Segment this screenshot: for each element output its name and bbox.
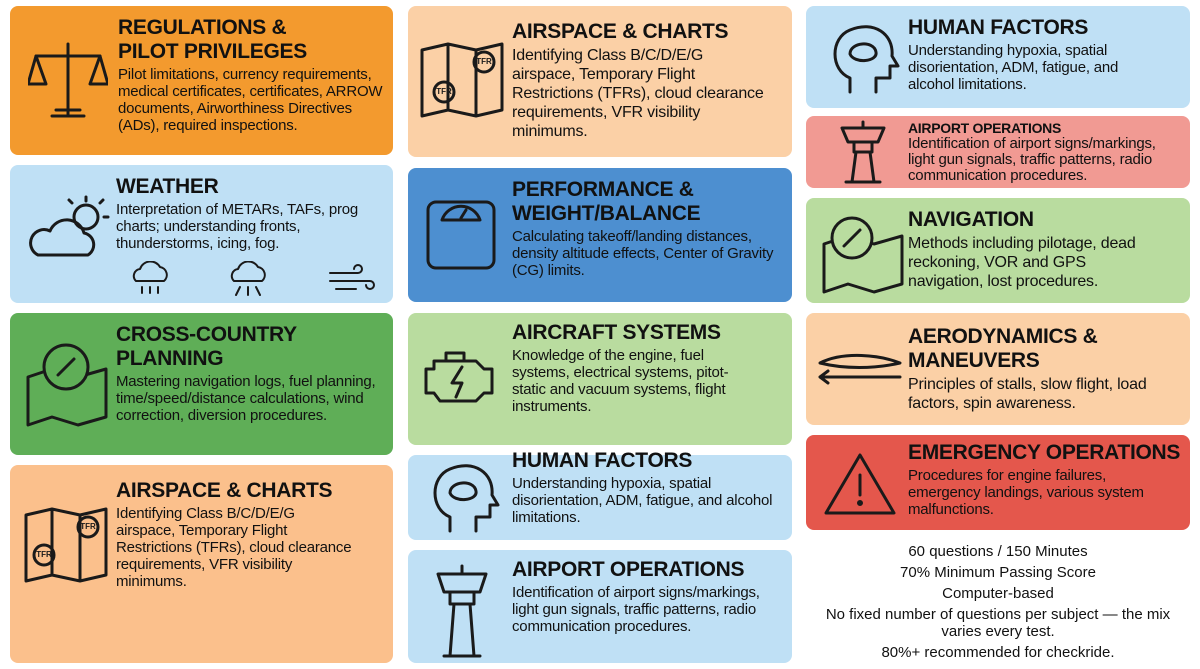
icon-compass-map [822, 216, 904, 294]
info-line: 60 questions / 150 Minutes [908, 543, 1088, 560]
icon-tower [436, 564, 488, 658]
icon-label: TFR [476, 57, 492, 66]
icon-weather-row [132, 261, 375, 296]
card: TFR TFR AIRSPACE & CHARTS Identifying Clas… [10, 465, 393, 663]
icon-scales [28, 42, 108, 118]
card: WEATHER Interpretation of METARs, TAFs, p… [10, 165, 393, 303]
icon-map: TFR TFR [24, 507, 108, 583]
card-title: AIRPORT OPERATIONS [908, 120, 1062, 136]
icon-tower [840, 120, 886, 184]
icon-map: TFR TFR [420, 42, 504, 118]
info-line: Computer-based [942, 585, 1054, 602]
card-title: AIRSPACE & CHARTS [512, 20, 729, 43]
card-title: CROSS-COUNTRY PLANNING [116, 323, 297, 370]
card-body: Understanding hypoxia, spatial disorient… [512, 475, 773, 526]
icon-scale [426, 200, 496, 270]
card-title: WEATHER [116, 175, 219, 198]
card: AERODYNAMICS & MANEUVERS Principles of st… [806, 313, 1190, 425]
exam-info: 60 questions / 150 Minutes 70% Minimum P… [806, 541, 1190, 663]
icon-head [433, 464, 500, 533]
card: PERFORMANCE & WEIGHT/BALANCE Calculating … [408, 168, 792, 302]
card-body: Pilot limitations, currency requirements… [118, 66, 383, 134]
icon-label: TFR [436, 87, 452, 96]
card-body: Identifying Class B/C/D/E/G airspace, Te… [512, 47, 764, 140]
card: NAVIGATION Methods including pilotage, de… [806, 198, 1190, 303]
card-title: AIRPORT OPERATIONS [512, 558, 745, 581]
card-title: AIRSPACE & CHARTS [116, 479, 333, 502]
icon-warning [824, 453, 896, 515]
card-body: Calculating takeoff/landing distances, d… [512, 228, 774, 279]
card-title: PERFORMANCE & WEIGHT/BALANCE [512, 178, 701, 225]
card: AIRCRAFT SYSTEMS Knowledge of the engine,… [408, 313, 792, 445]
card-title: HUMAN FACTORS [908, 16, 1089, 39]
card: HUMAN FACTORS Understanding hypoxia, spat… [806, 6, 1190, 108]
card-title: HUMAN FACTORS [512, 449, 693, 472]
card-body: Knowledge of the engine, fuel systems, e… [512, 347, 729, 415]
info-line: 80%+ recommended for checkride. [881, 644, 1115, 661]
card: AIRPORT OPERATIONS Identification of airp… [806, 116, 1190, 188]
icon-head [833, 25, 900, 94]
info-line: 70% Minimum Passing Score [900, 564, 1096, 581]
card-body: Identifying Class B/C/D/E/G airspace, Te… [116, 505, 352, 590]
card-title: AIRCRAFT SYSTEMS [512, 321, 721, 344]
card-title: REGULATIONS & PILOT PRIVILEGES [118, 16, 307, 63]
card-body: Identification of airport signs/markings… [512, 584, 760, 635]
card: REGULATIONS & PILOT PRIVILEGES Pilot limi… [10, 6, 393, 155]
info-line: No fixed number of questions per subject… [825, 606, 1171, 640]
card-body: Understanding hypoxia, spatial disorient… [908, 42, 1119, 93]
icon-label: TFR [80, 522, 96, 531]
icon-airfoil [818, 354, 902, 385]
card-body: Mastering navigation logs, fuel planning… [116, 373, 376, 424]
icon-label: TFR [36, 550, 52, 559]
card: AIRPORT OPERATIONS Identification of airp… [408, 550, 792, 663]
icon-compass-map [26, 343, 108, 427]
icon-engine [424, 351, 494, 403]
icon-cloud-sun [29, 195, 110, 257]
card-body: Identification of airport signs/markings… [908, 135, 1156, 184]
card: TFR TFR AIRSPACE & CHARTS Identifying Clas… [408, 6, 792, 157]
card-title: NAVIGATION [908, 208, 1034, 231]
card-body: Interpretation of METARs, TAFs, prog cha… [116, 201, 359, 252]
card-body: Methods including pilotage, dead reckoni… [908, 235, 1136, 290]
card-body: Principles of stalls, slow flight, load … [908, 376, 1147, 412]
card-title: EMERGENCY OPERATIONS [908, 441, 1181, 464]
card-body: Procedures for engine failures, emergenc… [908, 467, 1144, 518]
card-title: AERODYNAMICS & MANEUVERS [908, 325, 1098, 372]
card: CROSS-COUNTRY PLANNING Mastering navigati… [10, 313, 393, 455]
card: HUMAN FACTORS Understanding hypoxia, spat… [408, 449, 792, 540]
card: EMERGENCY OPERATIONS Procedures for engin… [806, 435, 1190, 530]
